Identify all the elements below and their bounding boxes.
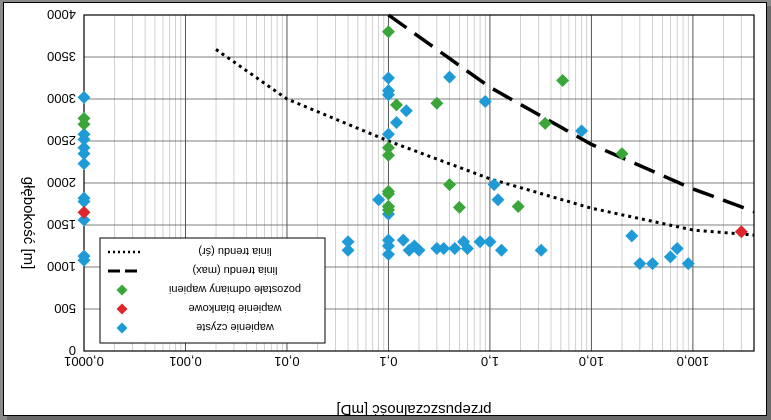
legend-label: pozostałe odmiany wapieni: [169, 283, 301, 295]
point-wapienie-czyste: [77, 90, 91, 104]
point-wapienie-czyste: [460, 242, 474, 256]
point-wapienie-czyste: [625, 229, 639, 243]
point-wapienie-czyste: [633, 257, 647, 271]
point-pozostale: [381, 25, 395, 39]
x-tick-label: 10,0: [579, 354, 604, 369]
point-wapienie-czyste: [487, 178, 501, 192]
point-wapienie-czyste: [448, 242, 462, 256]
point-pozostale: [381, 187, 395, 201]
tick-labels: 0,0001 0,001 0,01 0,1 1,0 10,0 100,0 0 500 1000 15…: [47, 7, 709, 369]
point-wapienie-czyste: [412, 243, 426, 257]
point-pozostale: [381, 141, 395, 155]
point-pozostale: [511, 200, 525, 214]
y-tick-label: 1000: [47, 259, 76, 274]
point-pozostale: [443, 178, 457, 192]
point-wapienie-czyste: [77, 157, 91, 171]
point-pozostale: [538, 116, 552, 130]
point-pozostale: [430, 96, 444, 110]
legend: linia trendu (śr) linia trendu (max) pozos…: [99, 237, 326, 344]
y-tick-label: 2000: [47, 175, 76, 190]
legend-label: wapienie czyste: [196, 321, 275, 333]
point-wapienie-czyste: [430, 242, 444, 256]
legend-marker: [116, 284, 128, 296]
legend-label: linia trendu (śr): [198, 245, 271, 257]
point-wapienie-czyste: [443, 70, 457, 84]
axes: [83, 14, 755, 352]
point-pozostale: [452, 200, 466, 214]
chart-frame: 0,0001 0,001 0,01 0,1 1,0 10,0 100,0 0 500 1000 15…: [3, 2, 767, 416]
point-wapienie-czyste: [381, 247, 395, 261]
point-wapienie-czyste: [473, 235, 487, 249]
x-tick-label: 0,1: [379, 354, 397, 369]
point-wapienie-czyste: [77, 132, 91, 146]
point-wapienie-czyste: [494, 243, 508, 257]
x-axis-title: przepuszczalność [mD]: [336, 401, 491, 415]
point-wapienie-czyste: [77, 253, 91, 267]
legend-marker: [116, 322, 128, 334]
point-wapienie-czyste: [534, 243, 548, 257]
point-wapienie-czyste: [681, 257, 695, 271]
point-wapienie-czyste: [663, 250, 677, 264]
point-wapienie-czyste: [381, 71, 395, 85]
point-wapienie-czyste: [670, 242, 684, 256]
legend-label: linia trendu (max): [193, 264, 278, 276]
point-wapienie-czyste: [381, 239, 395, 253]
point-wapienie-czyste: [575, 124, 589, 138]
x-tick-label: 1,0: [481, 354, 499, 369]
data-points: [77, 25, 748, 271]
point-wapienie-czyste: [372, 193, 386, 207]
point-pozostale: [615, 147, 629, 161]
point-wapienie-czyste: [77, 194, 91, 208]
y-tick-label: 4000: [47, 7, 76, 22]
legend-marker: [116, 303, 128, 315]
point-wapienie-czyste: [491, 193, 505, 207]
point-wapienie-czyste: [389, 116, 403, 130]
y-tick-label: 500: [54, 301, 76, 316]
point-wapienie-czyste: [478, 95, 492, 109]
y-tick-label: 0: [69, 343, 76, 358]
point-pozostale: [381, 203, 395, 217]
trend-line-mean: [215, 48, 755, 237]
point-wapienie-czyste: [381, 88, 395, 102]
y-axis-title: głębokość [m]: [20, 177, 37, 270]
y-tick-label: 3000: [47, 91, 76, 106]
y-tick-label: 2500: [47, 133, 76, 148]
y-tick-label: 1500: [47, 217, 76, 232]
plot-border: [83, 14, 755, 352]
point-wapienie-czyste: [341, 243, 355, 257]
chart-svg: 0,0001 0,001 0,01 0,1 1,0 10,0 100,0 0 500 1000 15…: [20, 7, 755, 415]
trend-lines: [215, 13, 755, 237]
point-wapienie-czyste: [341, 235, 355, 249]
point-pozostale: [77, 117, 91, 131]
y-tick-label: 3500: [47, 49, 76, 64]
legend-box: [99, 237, 326, 344]
trend-line-max: [387, 13, 755, 214]
point-wapienie-czyste: [437, 242, 451, 256]
point-pozostale: [556, 74, 570, 88]
legend-label: wapienie biankowe: [189, 302, 283, 314]
x-tick-label: 0,0001: [64, 354, 104, 369]
point-wapienie-czyste: [483, 235, 497, 249]
x-tick-label: 0,001: [169, 354, 202, 369]
x-tick-label: 0,01: [274, 354, 299, 369]
point-wapienie-czyste: [77, 147, 91, 161]
point-wapienie-czyste: [399, 104, 413, 118]
point-pozostale: [381, 148, 395, 162]
x-tick-label: 100,0: [677, 354, 710, 369]
point-wapienie-czyste: [381, 127, 395, 141]
point-wapienie-czyste: [396, 233, 410, 247]
point-pozostale: [389, 98, 403, 112]
point-wapienie-biankowe: [77, 205, 91, 219]
point-wapienie-czyste: [77, 213, 91, 227]
point-wapienie-biankowe: [734, 225, 748, 239]
point-wapienie-czyste: [646, 257, 660, 271]
